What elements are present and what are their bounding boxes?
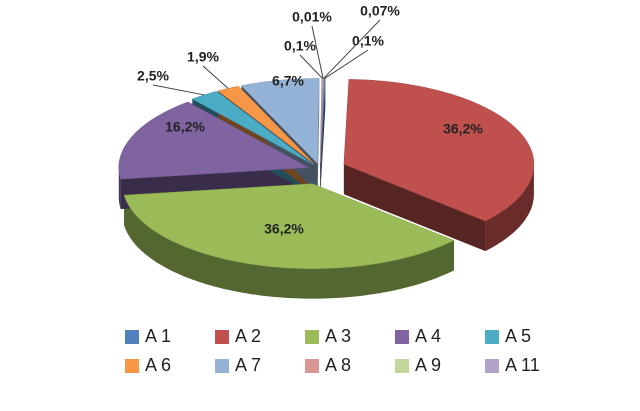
legend-label: A 6 <box>145 355 171 375</box>
slice <box>240 78 320 165</box>
slice-side <box>343 164 486 252</box>
slice-side <box>485 164 534 252</box>
legend-swatch <box>485 330 499 344</box>
data-label: 2,5% <box>137 68 169 84</box>
legend-label: A 3 <box>325 326 351 346</box>
legend-swatch <box>215 330 229 344</box>
slice-side <box>320 78 326 194</box>
legend-swatch <box>125 330 139 344</box>
legend-label: A 1 <box>145 326 171 346</box>
legend-label: A 2 <box>235 326 261 346</box>
leader-line <box>299 54 323 79</box>
leader-line <box>311 25 324 79</box>
leader-line <box>202 65 229 89</box>
data-label: 0,07% <box>360 3 400 19</box>
legend-swatch <box>125 359 139 373</box>
legend-label: A 4 <box>415 326 441 346</box>
legend-label: A 7 <box>235 355 261 375</box>
slice <box>123 183 455 269</box>
legend-swatch <box>395 330 409 344</box>
legend-swatch <box>305 330 319 344</box>
legend-swatch <box>305 359 319 373</box>
legend-swatch <box>395 359 409 373</box>
data-label: 36,2% <box>443 121 483 137</box>
data-label: 1,9% <box>187 49 219 65</box>
slice <box>118 101 310 180</box>
legend-label: A 11 <box>505 355 540 375</box>
data-label: 6,7% <box>272 73 304 89</box>
data-label: 16,2% <box>165 119 205 135</box>
legend-swatch <box>485 359 499 373</box>
data-label: 0,1% <box>352 33 384 49</box>
legend-label: A 8 <box>325 355 351 375</box>
data-label: 0,1% <box>284 38 316 54</box>
legend-label: A 5 <box>505 326 531 346</box>
slice <box>343 79 535 222</box>
legend-swatch <box>215 359 229 373</box>
leader-line <box>323 19 381 79</box>
leader-line <box>152 84 205 96</box>
leader-line <box>324 49 369 79</box>
slice-side <box>124 195 454 299</box>
data-label: 0,01% <box>292 9 332 25</box>
data-label: 36,2% <box>264 221 304 237</box>
legend-label: A 9 <box>415 355 441 375</box>
